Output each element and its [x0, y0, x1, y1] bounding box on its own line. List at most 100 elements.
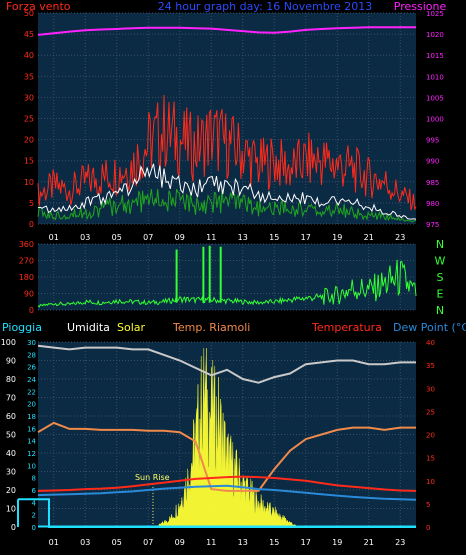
pressure-line: [37, 26, 416, 36]
hour-tick-label: 07: [143, 233, 153, 242]
humidity-tick-label: 50: [6, 431, 16, 440]
humidity-label: Umidita: [67, 321, 110, 334]
temperature-tick-label: 10: [426, 478, 435, 486]
chart-title: 24 hour graph day: 16 Novembre 2013: [158, 0, 372, 13]
right-tick-label: 985: [426, 179, 439, 187]
hour-tick-label: 13: [238, 233, 248, 242]
compass-label: N: [436, 238, 444, 251]
compass-label: N: [436, 304, 444, 317]
left-tick-label: 0: [29, 306, 34, 315]
solar-area: [156, 348, 299, 528]
solar-label: Solar: [117, 321, 146, 334]
rain-tick-label: 20: [27, 401, 36, 409]
left-tick-label: 90: [24, 290, 34, 299]
humidity-tick-label: 60: [6, 412, 16, 421]
hour-tick-label: 19: [332, 538, 342, 547]
hour-tick-label: 23: [395, 233, 405, 242]
hour-tick-label: 21: [364, 233, 374, 242]
right-tick-label: 1005: [426, 94, 444, 102]
left-tick-label: 40: [24, 51, 34, 60]
hour-tick-label: 09: [175, 538, 185, 547]
hour-tick-label: 09: [175, 233, 185, 242]
temperature-tick-label: 30: [426, 385, 435, 393]
hour-tick-label: 05: [112, 233, 122, 242]
hour-tick-label: 19: [332, 233, 342, 242]
hour-tick-label: 03: [80, 233, 90, 242]
left-tick-label: 25: [24, 115, 34, 124]
left-tick-label: 15: [24, 157, 34, 166]
room-temp-label: Temp. Riamoli: [172, 321, 250, 334]
wind-direction-line: [37, 259, 417, 308]
rain-tick-label: 12: [27, 450, 36, 458]
temperature-label: Temperatura: [311, 321, 382, 334]
temperature-tick-label: 20: [426, 432, 435, 440]
left-tick-label: 50: [24, 9, 34, 18]
hour-tick-label: 15: [269, 538, 279, 547]
right-tick-label: 980: [426, 200, 439, 208]
left-tick-label: 45: [24, 30, 34, 39]
hour-tick-label: 23: [395, 538, 405, 547]
rain-tick-label: 10: [27, 462, 36, 470]
rain-tick-label: 18: [27, 413, 36, 421]
left-tick-label: 0: [29, 220, 34, 229]
temperature-tick-label: 35: [426, 362, 435, 370]
rain-label: Pioggia: [2, 321, 42, 334]
wind-gust-line: [37, 163, 417, 220]
humidity-tick-label: 90: [6, 357, 16, 366]
rain-tick-label: 28: [27, 351, 36, 359]
rain-tick-label: 14: [27, 438, 36, 446]
humidity-line: [37, 344, 416, 384]
wind-average-line: [37, 188, 416, 223]
rain-tick-label: 4: [32, 499, 37, 507]
left-tick-label: 35: [24, 72, 34, 81]
left-tick-label: 180: [19, 273, 34, 282]
hour-tick-label: 11: [206, 233, 216, 242]
right-tick-label: 1000: [426, 116, 444, 124]
right-tick-label: 990: [426, 158, 439, 166]
right-tick-label: 1020: [426, 31, 444, 39]
left-tick-label: 270: [19, 257, 34, 266]
left-tick-label: 20: [24, 136, 34, 145]
wind-speed-line: [37, 94, 417, 211]
humidity-tick-label: 80: [6, 375, 16, 384]
compass-label: S: [437, 271, 444, 284]
hour-tick-label: 01: [49, 538, 59, 547]
compass-label: W: [435, 255, 446, 268]
temperature-tick-label: 0: [426, 524, 430, 532]
room-temp-line: [37, 421, 416, 492]
hour-tick-label: 13: [238, 538, 248, 547]
humidity-tick-label: 40: [6, 449, 16, 458]
hour-tick-label: 17: [301, 233, 311, 242]
humidity-tick-label: 100: [1, 338, 16, 347]
pressure-title: Pressione: [394, 0, 447, 13]
humidity-tick-label: 0: [11, 523, 16, 532]
humidity-tick-label: 30: [6, 468, 16, 477]
right-tick-label: 1025: [426, 10, 444, 18]
hour-tick-label: 05: [112, 538, 122, 547]
hour-tick-label: 21: [364, 538, 374, 547]
hour-tick-label: 03: [80, 538, 90, 547]
temperature-tick-label: 15: [426, 455, 435, 463]
hour-tick-label: 15: [269, 233, 279, 242]
rain-tick-label: 16: [27, 425, 36, 433]
dew-point-line: [37, 484, 417, 501]
rain-tick-label: 6: [32, 487, 37, 495]
wind-panel: 0510152025303540455097598098599099510001…: [24, 9, 444, 242]
rain-tick-label: 26: [27, 364, 36, 372]
dew-point-label: Dew Point (°C): [393, 321, 466, 334]
rain-tick-label: 0: [32, 524, 36, 532]
temperature-tick-label: 5: [426, 501, 430, 509]
temperature-tick-label: 25: [426, 408, 435, 416]
hour-tick-label: 17: [301, 538, 311, 547]
wind-title: Forza vento: [6, 0, 71, 13]
sunrise-label: Sun Rise: [135, 473, 170, 482]
temperature-line: [37, 475, 417, 492]
hour-tick-label: 01: [49, 233, 59, 242]
compass-label: E: [437, 288, 444, 301]
rain-tick-label: 30: [27, 339, 36, 347]
humidity-tick-label: 10: [6, 505, 16, 514]
rain-tick-label: 22: [27, 388, 36, 396]
humidity-tick-label: 70: [6, 394, 16, 403]
rain-tick-label: 24: [27, 376, 36, 384]
